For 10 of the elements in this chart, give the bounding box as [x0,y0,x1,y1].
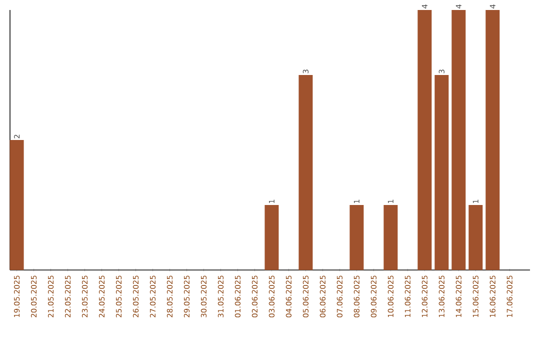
bar [434,75,449,270]
bar [452,10,466,270]
bar [10,140,24,270]
bar [264,205,279,270]
bar [384,205,398,270]
bar [350,205,364,270]
bar [418,10,432,270]
bar [468,205,483,270]
bar [298,75,313,270]
bar [486,10,500,270]
